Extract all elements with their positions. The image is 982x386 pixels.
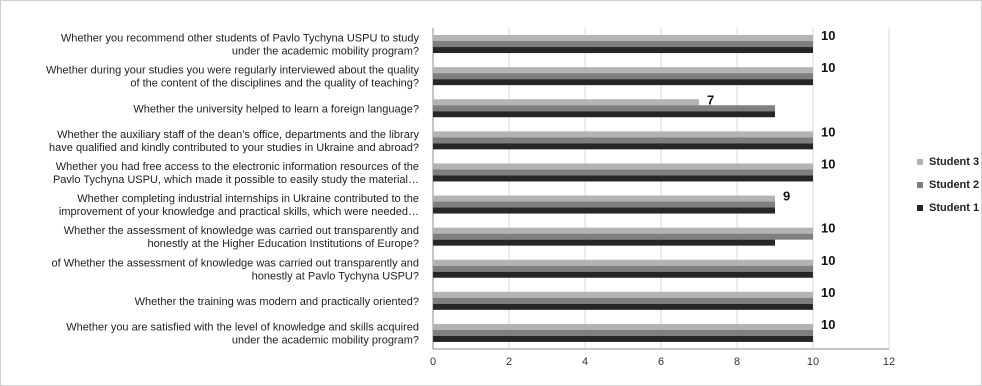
bar-student-3 <box>433 163 813 170</box>
data-label: 10 <box>821 28 835 43</box>
bar-student-2 <box>433 41 813 48</box>
bar-student-1 <box>433 175 813 182</box>
legend-swatch <box>917 205 923 211</box>
category-label: Whether completing industrial internship… <box>77 193 419 205</box>
legend: Student 3 Student 2 Student 1 <box>917 156 979 214</box>
bar-student-2 <box>433 329 813 336</box>
bar-student-3 <box>433 323 813 330</box>
bar-student-1 <box>433 335 813 342</box>
legend-swatch <box>917 159 923 165</box>
legend-entry: Student 2 <box>929 179 979 191</box>
bar-student-2 <box>433 201 775 208</box>
bar-student-2 <box>433 233 813 240</box>
category-labels: Whether you recommend other students of … <box>46 33 419 347</box>
x-tick-label: 10 <box>807 356 819 368</box>
bar-student-2 <box>433 265 813 272</box>
data-label: 10 <box>821 60 835 75</box>
x-tick-label: 6 <box>658 356 664 368</box>
bar-student-1 <box>433 111 775 118</box>
x-tick-label: 8 <box>734 356 740 368</box>
bar-student-2 <box>433 137 813 144</box>
category-label: Whether you had free access to the elect… <box>56 161 419 173</box>
bar-student-3 <box>433 67 813 74</box>
bar-student-2 <box>433 105 775 112</box>
x-axis: 0 2 4 6 8 10 12 <box>430 356 895 368</box>
data-label: 10 <box>821 317 835 332</box>
x-tick-label: 2 <box>506 356 512 368</box>
data-label: 10 <box>821 285 835 300</box>
bar-student-3 <box>433 291 813 298</box>
data-label: 10 <box>821 253 835 268</box>
bar-student-1 <box>433 207 775 214</box>
category-label: Whether the training was modern and prac… <box>135 296 419 308</box>
bar-student-3 <box>433 195 775 202</box>
bar-student-2 <box>433 297 813 304</box>
legend-entry: Student 1 <box>929 202 979 214</box>
category-label: honestly at Pavlo Tychyna USPU? <box>252 270 419 282</box>
x-tick-label: 12 <box>883 356 895 368</box>
category-label: Whether the assessment of knowledge was … <box>64 225 419 237</box>
data-label: 9 <box>783 189 790 204</box>
category-label: under the academic mobility program? <box>232 46 419 58</box>
category-label: of the content of the disciplines and th… <box>130 78 419 90</box>
category-label: improvement of your knowledge and practi… <box>59 206 419 218</box>
category-label: Whether you recommend other students of … <box>61 33 420 45</box>
category-label: honestly at the Higher Education Institu… <box>147 238 419 250</box>
bar-student-3 <box>433 99 699 106</box>
bar-student-3 <box>433 35 813 42</box>
bar-student-1 <box>433 47 813 54</box>
data-label: 7 <box>707 92 714 107</box>
data-label: 10 <box>821 156 835 171</box>
bar-student-3 <box>433 227 813 234</box>
bar-student-1 <box>433 143 813 150</box>
legend-entry: Student 3 <box>929 156 979 168</box>
category-label: Whether you are satisfied with the level… <box>66 321 419 333</box>
category-label: Whether the auxiliary staff of the dean'… <box>57 129 419 141</box>
category-label: Whether the university helped to learn a… <box>133 103 419 115</box>
category-label: have qualified and kindly contributed to… <box>49 142 419 154</box>
bar-student-1 <box>433 271 813 278</box>
x-tick-label: 0 <box>430 356 436 368</box>
bars: 10 10 7 10 10 9 10 10 10 10 <box>433 28 835 342</box>
bar-student-2 <box>433 169 813 176</box>
bar-student-1 <box>433 303 813 310</box>
data-label: 10 <box>821 124 835 139</box>
bar-student-3 <box>433 259 813 266</box>
x-tick-label: 4 <box>582 356 588 368</box>
category-label: Pavlo Tychyna USPU, which made it possib… <box>53 174 419 186</box>
bar-student-1 <box>433 239 775 246</box>
category-label: Whether during your studies you were reg… <box>46 65 419 77</box>
category-label: of Whether the assessment of knowledge w… <box>52 257 419 269</box>
bar-student-1 <box>433 79 813 86</box>
bar-student-2 <box>433 73 813 80</box>
bar-student-3 <box>433 131 813 138</box>
legend-swatch <box>917 182 923 188</box>
category-label: under the academic mobility program? <box>232 334 419 346</box>
data-label: 10 <box>821 221 835 236</box>
